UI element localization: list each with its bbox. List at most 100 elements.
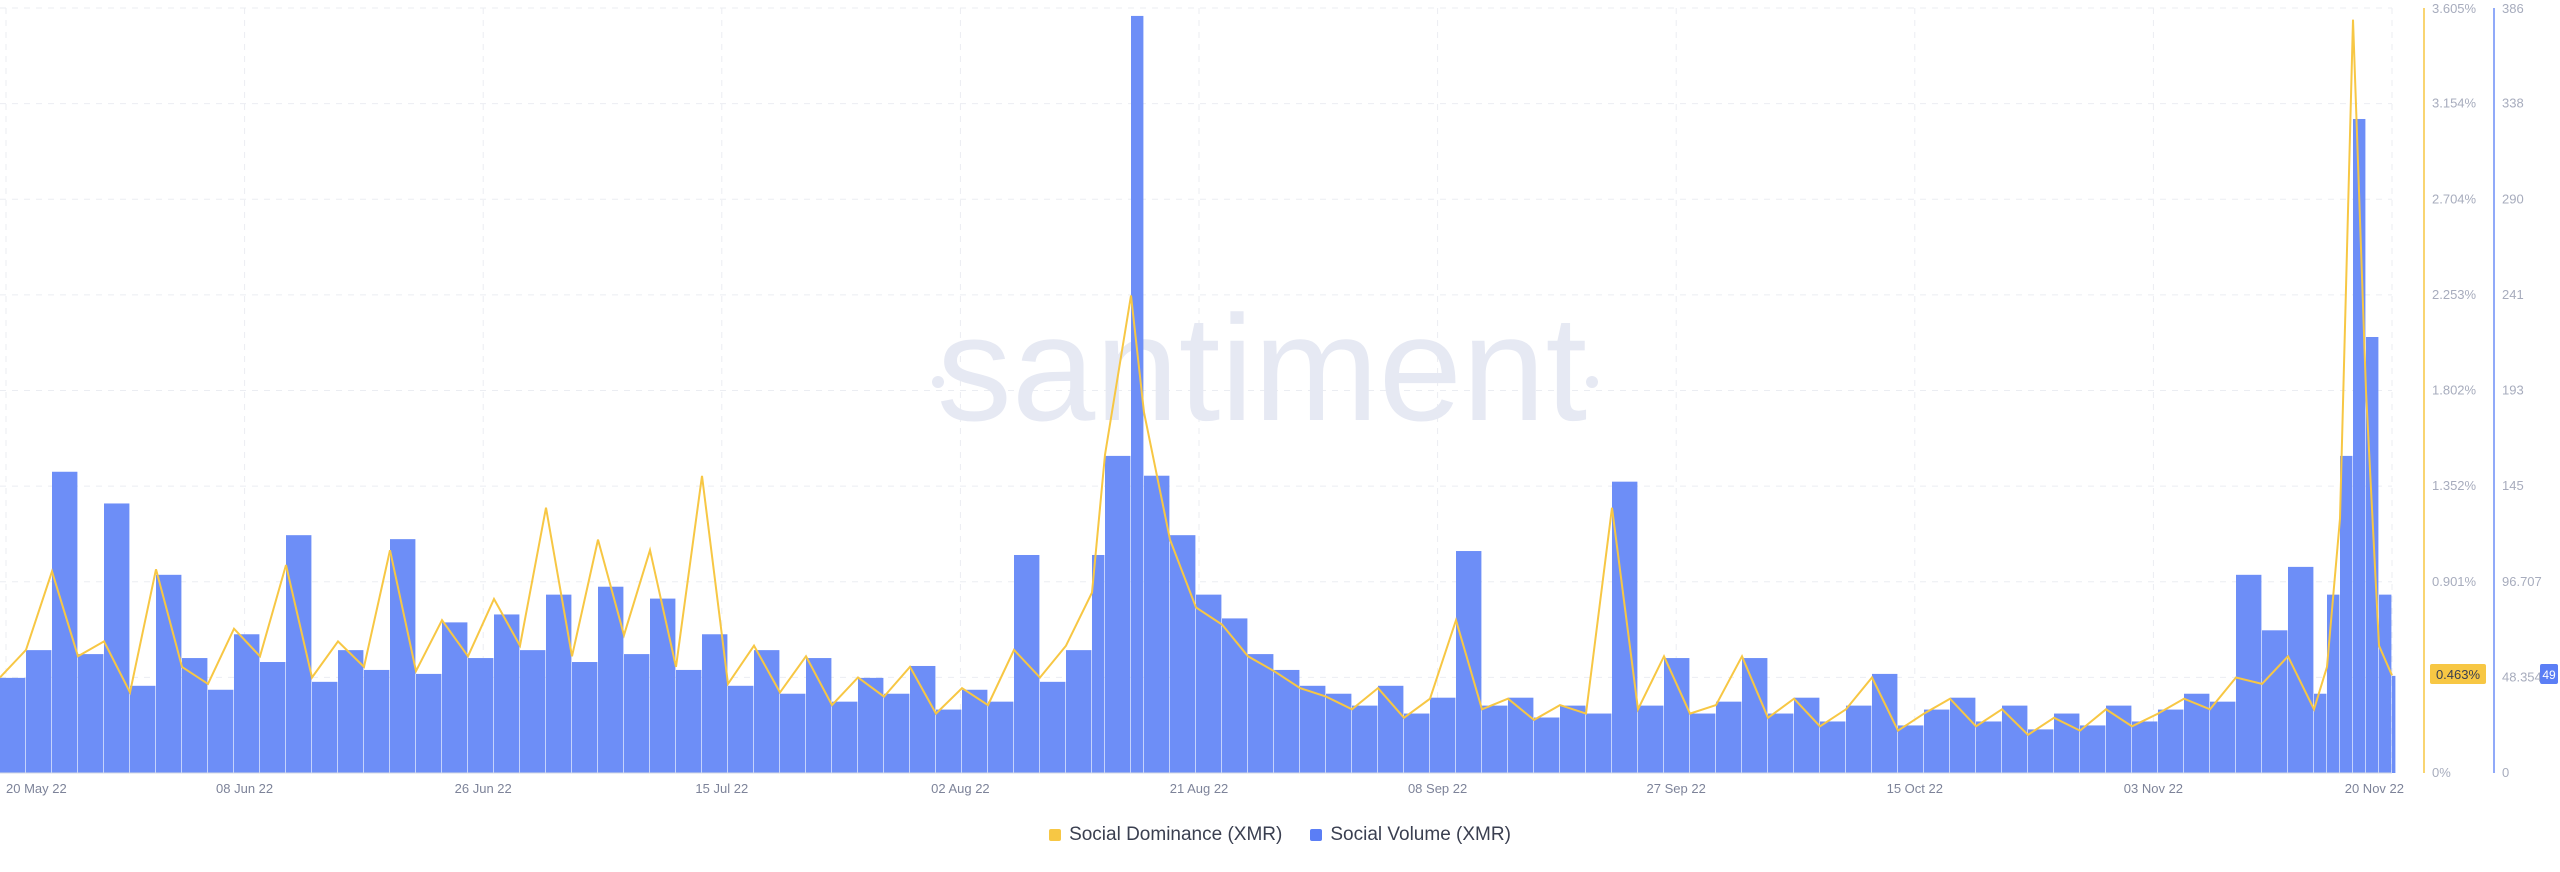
x-tick-label: 15 Oct 22 [1887, 781, 1943, 796]
dominance-badge: 0.463% [2436, 667, 2481, 682]
volume-bar [130, 685, 156, 773]
volume-bar [2327, 594, 2340, 773]
volume-bar [702, 634, 728, 773]
volume-bar [260, 662, 286, 773]
watermark-dot-right [1586, 376, 1598, 388]
y-left-tick-label: 1.352% [2432, 478, 2477, 493]
volume-bar [988, 701, 1014, 773]
y-right-tick-label: 145 [2502, 478, 2524, 493]
volume-bar [1898, 725, 1924, 773]
volume-bar [728, 685, 754, 773]
volume-bar [1404, 713, 1430, 773]
volume-bar [416, 673, 442, 773]
volume-bar [884, 693, 910, 773]
y-right-tick-label: 386 [2502, 1, 2524, 16]
volume-bar [910, 665, 936, 773]
x-tick-label: 03 Nov 22 [2124, 781, 2183, 796]
volume-bar [104, 503, 130, 773]
x-tick-label: 20 Nov 22 [2345, 781, 2404, 796]
volume-bar [1196, 594, 1222, 773]
volume-bar [2028, 729, 2054, 773]
volume-bar [962, 689, 988, 773]
volume-bar [0, 677, 26, 773]
x-tick-label: 08 Sep 22 [1408, 781, 1467, 796]
volume-bar [1326, 693, 1352, 773]
y-right-tick-label: 193 [2502, 383, 2524, 398]
volume-bar [1248, 654, 1274, 773]
x-tick-label: 21 Aug 22 [1170, 781, 1229, 796]
legend-label-volume: Social Volume (XMR) [1330, 824, 1511, 845]
volume-bar [1664, 658, 1690, 773]
y-right-tick-label: 241 [2502, 287, 2524, 302]
volume-bar [1274, 669, 1300, 773]
volume-bar [936, 709, 962, 773]
y-right-tick-label: 48.354 [2502, 669, 2542, 684]
volume-bar [832, 701, 858, 773]
legend-item-dominance[interactable]: Social Dominance (XMR) [1049, 824, 1282, 846]
volume-bar [1924, 709, 1950, 773]
x-tick-label: 15 Jul 22 [695, 781, 748, 796]
x-tick-label: 20 May 22 [6, 781, 67, 796]
dominance-line [0, 19, 2393, 737]
volume-bar [494, 614, 520, 773]
volume-bar [1768, 713, 1794, 773]
volume-bar [1092, 554, 1105, 773]
volume-badge-bg [2540, 664, 2558, 684]
volume-bar [598, 586, 624, 773]
volume-bar [1222, 618, 1248, 773]
volume-bar [1300, 685, 1326, 773]
volume-bar [572, 662, 598, 773]
volume-bar [234, 634, 260, 773]
volume-bar [2314, 693, 2327, 773]
legend-swatch-volume [1310, 829, 1323, 841]
volume-bar [1131, 15, 1144, 773]
y-left-tick-label: 2.253% [2432, 287, 2477, 302]
volume-bar [520, 650, 546, 773]
volume-bar [2288, 566, 2314, 773]
legend-item-volume[interactable]: Social Volume (XMR) [1310, 824, 1511, 846]
y-left-tick-label: 3.605% [2432, 1, 2477, 16]
x-tick-label: 08 Jun 22 [216, 781, 273, 796]
current-value-badges: 0.463% 49 [2430, 664, 2558, 684]
volume-bar [2379, 594, 2392, 773]
x-tick-label: 02 Aug 22 [931, 781, 990, 796]
volume-bar [468, 658, 494, 773]
volume-bar [156, 574, 182, 773]
y-left-tick-label: 0% [2432, 765, 2451, 780]
y-left-tick-label: 3.154% [2432, 96, 2477, 111]
watermark-logo: santiment [937, 284, 1587, 452]
volume-bar [2106, 705, 2132, 773]
x-tick-label: 27 Sep 22 [1647, 781, 1706, 796]
legend-label-dominance: Social Dominance (XMR) [1069, 824, 1283, 845]
volume-bar [780, 693, 806, 773]
volume-bar [2184, 693, 2210, 773]
volume-bar [1742, 658, 1768, 773]
volume-bar [442, 622, 468, 773]
volume-bar [1534, 717, 1560, 773]
volume-bar [1430, 697, 1456, 773]
volume-bar [650, 598, 676, 773]
y-right-tick-label: 290 [2502, 191, 2524, 206]
volume-bar [546, 594, 572, 773]
x-axis-ticks: 20 May 22 08 Jun 22 26 Jun 22 15 Jul 22 02 A… [6, 781, 2404, 796]
legend-swatch-dominance [1049, 829, 1062, 841]
volume-bar [1950, 697, 1976, 773]
y-left-ticks: 0%0.451%0.901%1.352%1.802%2.253%2.704%3.… [2432, 1, 2477, 780]
volume-bar [2236, 574, 2262, 773]
volume-bar [2262, 630, 2288, 773]
y-right-tick-label: 96.707 [2502, 574, 2542, 589]
volume-bar [208, 689, 234, 773]
legend: Social Dominance (XMR) Social Volume (XM… [0, 820, 2560, 850]
y-right-tick-label: 0 [2502, 765, 2509, 780]
dominance-badge-bg [2430, 664, 2486, 684]
volume-bar [1378, 685, 1404, 773]
grid-layer [0, 7, 2393, 774]
volume-bar [1872, 673, 1898, 773]
volume-bar [182, 658, 208, 773]
volume-bar [624, 654, 650, 773]
volume-bar [806, 658, 832, 773]
watermark-dot-left [932, 376, 944, 388]
volume-bars [0, 15, 2396, 774]
